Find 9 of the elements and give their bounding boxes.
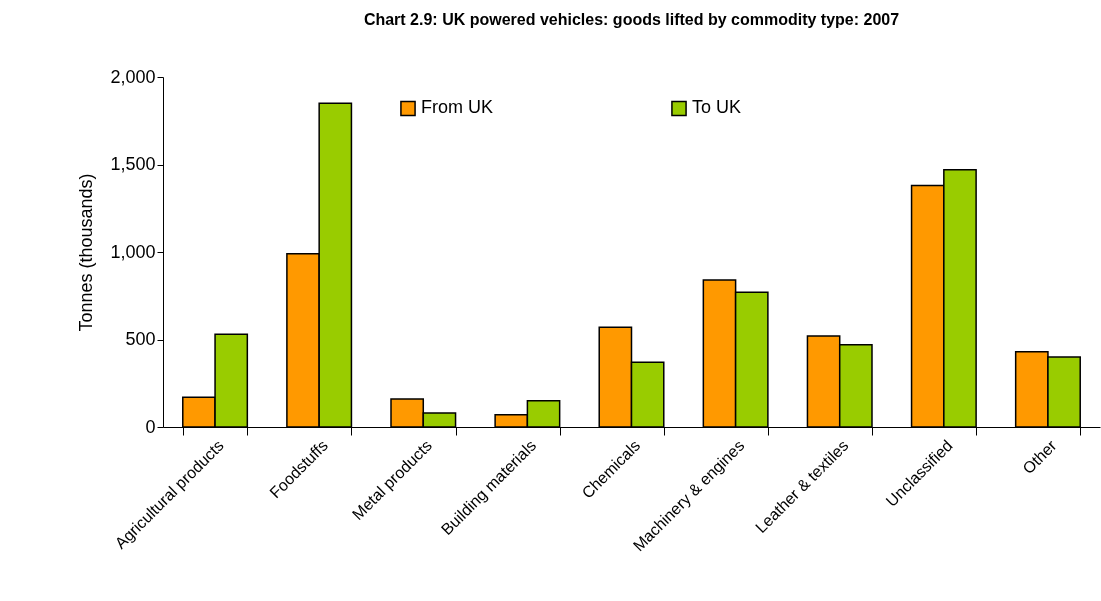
chart-title: Chart 2.9: UK powered vehicles: goods lifted by commodity type: 2007 — [363, 11, 900, 28]
y-tick-label: 1,000 — [110, 241, 156, 262]
y-tick-label: 1,500 — [110, 154, 156, 174]
y-tick-label: 500 — [125, 329, 156, 349]
legend-label: To UK — [692, 97, 742, 118]
y-axis-title: Tonnes (thousands) — [76, 173, 97, 332]
y-tick-label: 0 — [145, 416, 156, 437]
y-tick-label: 2,000 — [110, 66, 156, 87]
legend-label: From UK — [421, 97, 493, 118]
